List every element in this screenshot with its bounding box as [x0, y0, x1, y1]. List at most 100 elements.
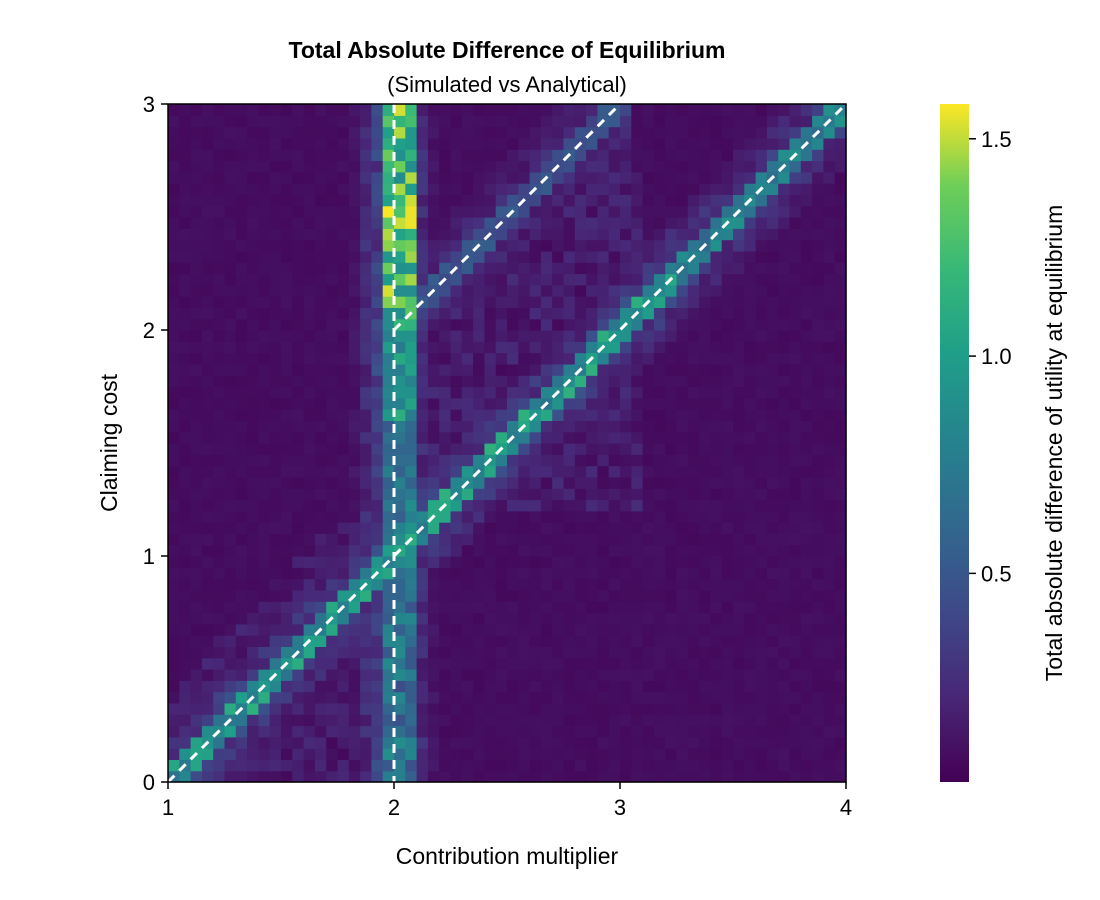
- heatmap-cell: [733, 443, 745, 455]
- heatmap-cell: [303, 352, 316, 365]
- heatmap-cell: [416, 601, 429, 614]
- heatmap-cell: [710, 725, 723, 738]
- heatmap-cell: [484, 330, 497, 342]
- heatmap-cell: [348, 578, 361, 591]
- heatmap-cell: [608, 397, 621, 410]
- heatmap-cell: [823, 454, 836, 467]
- heatmap-cell: [382, 736, 395, 749]
- heatmap-cell: [314, 104, 327, 116]
- heatmap-cell: [450, 341, 463, 354]
- heatmap-cell: [439, 318, 452, 331]
- heatmap-cell: [721, 205, 734, 218]
- heatmap-cell: [201, 375, 214, 388]
- heatmap-cell: [766, 194, 779, 207]
- heatmap-cell: [597, 363, 610, 376]
- heatmap-cell: [507, 137, 519, 150]
- heatmap-cell: [518, 409, 531, 421]
- heatmap-cell: [631, 149, 644, 162]
- heatmap-cell: [247, 194, 259, 207]
- heatmap-cell: [518, 589, 531, 602]
- heatmap-cell: [235, 556, 248, 568]
- heatmap-cell: [190, 510, 203, 523]
- heatmap-cell: [710, 612, 723, 625]
- heatmap-cell: [303, 499, 316, 512]
- heatmap-cell: [337, 318, 350, 331]
- heatmap-cell: [326, 273, 339, 286]
- heatmap-cell: [755, 341, 768, 354]
- heatmap-cell: [213, 533, 226, 546]
- heatmap-cell: [337, 431, 350, 444]
- heatmap-cell: [733, 352, 745, 365]
- heatmap-cell: [201, 714, 214, 727]
- heatmap-cell: [382, 341, 395, 354]
- heatmap-cell: [766, 330, 779, 342]
- heatmap-cell: [563, 363, 576, 376]
- heatmap-cell: [495, 476, 508, 489]
- heatmap-cell: [710, 318, 723, 331]
- heatmap-cell: [540, 250, 553, 263]
- heatmap-cell: [755, 318, 768, 331]
- heatmap-cell: [416, 420, 429, 433]
- heatmap-cell: [540, 657, 553, 670]
- heatmap-cell: [348, 330, 361, 342]
- heatmap-cell: [766, 691, 779, 704]
- heatmap-cell: [303, 578, 316, 591]
- heatmap-cell: [179, 431, 192, 444]
- heatmap-cell: [258, 725, 271, 738]
- heatmap-cell: [427, 522, 440, 534]
- heatmap-cell: [620, 770, 632, 783]
- heatmap-cell: [405, 714, 418, 727]
- heatmap-cell: [348, 454, 361, 467]
- heatmap-cell: [563, 307, 576, 320]
- heatmap-cell: [337, 635, 350, 647]
- heatmap-cell: [247, 748, 259, 760]
- heatmap-cell: [405, 194, 418, 207]
- heatmap-cell: [699, 476, 711, 489]
- heatmap-cell: [473, 250, 485, 263]
- heatmap-cell: [405, 149, 418, 162]
- heatmap-cell: [439, 386, 452, 399]
- heatmap-cell: [620, 646, 632, 659]
- heatmap-cell: [258, 476, 271, 489]
- heatmap-cell: [292, 115, 305, 128]
- heatmap-cell: [608, 770, 621, 783]
- heatmap-cell: [834, 488, 847, 501]
- heatmap-cell: [665, 465, 678, 478]
- heatmap-cell: [631, 250, 644, 263]
- heatmap-cell: [168, 104, 180, 116]
- heatmap-cell: [789, 669, 802, 681]
- heatmap-cell: [427, 126, 440, 139]
- heatmap-cell: [676, 160, 689, 173]
- heatmap-cell: [314, 228, 327, 241]
- heatmap-cell: [371, 443, 384, 455]
- heatmap-cell: [247, 104, 259, 116]
- heatmap-cell: [235, 499, 248, 512]
- heatmap-cell: [586, 431, 598, 444]
- heatmap-cell: [789, 702, 802, 715]
- heatmap-cell: [269, 601, 282, 614]
- heatmap-cell: [710, 104, 723, 116]
- heatmap-cell: [676, 691, 689, 704]
- heatmap-cell: [326, 544, 339, 557]
- heatmap-cell: [812, 171, 824, 184]
- heatmap-cell: [394, 284, 406, 297]
- heatmap-cell: [303, 341, 316, 354]
- heatmap-cell: [292, 578, 305, 591]
- heatmap-cell: [507, 454, 519, 467]
- heatmap-cell: [360, 567, 372, 580]
- heatmap-cell: [507, 533, 519, 546]
- heatmap-cell: [473, 318, 485, 331]
- heatmap-cell: [789, 544, 802, 557]
- heatmap-cell: [608, 363, 621, 376]
- heatmap-cell: [789, 533, 802, 546]
- heatmap-cell: [461, 205, 474, 218]
- heatmap-cell: [586, 397, 598, 410]
- heatmap-cell: [394, 443, 406, 455]
- heatmap-cell: [281, 623, 293, 636]
- heatmap-cell: [755, 567, 768, 580]
- heatmap-cell: [552, 183, 565, 195]
- heatmap-cell: [552, 623, 565, 636]
- heatmap-cell: [427, 171, 440, 184]
- heatmap-cell: [540, 137, 553, 150]
- heatmap-cell: [552, 126, 565, 139]
